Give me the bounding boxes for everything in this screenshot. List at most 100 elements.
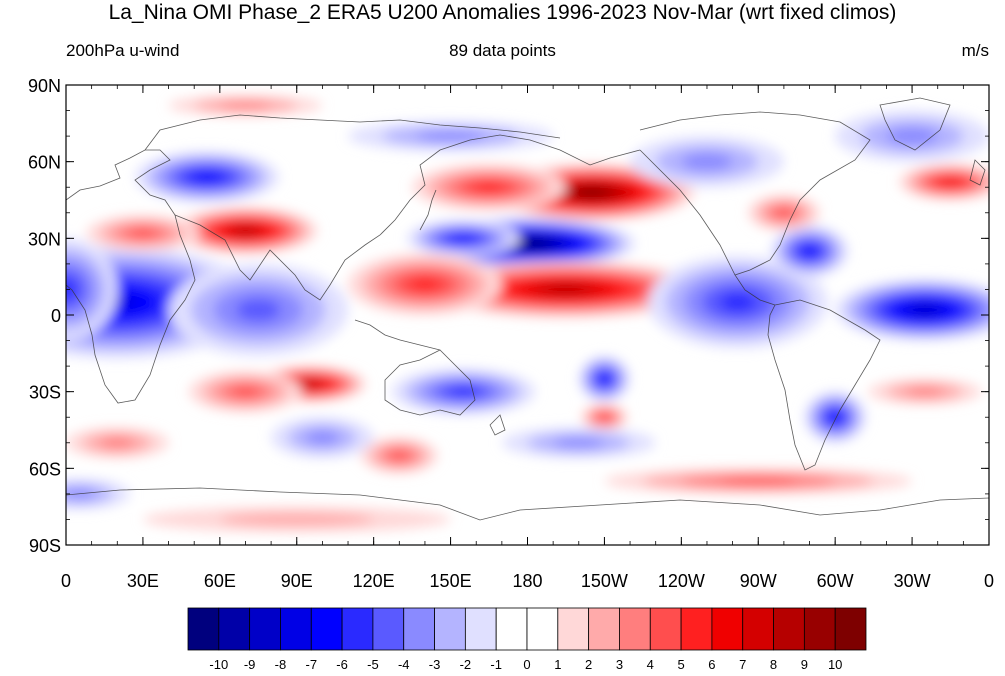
anomaly-center [135,151,279,203]
anomaly-contour [305,430,340,445]
anomaly-center [86,215,200,252]
colorbar-swatch [526,607,559,651]
lon-tick-label: 30E [127,571,159,591]
colorbar: -10 -9 -8 -7 -6 -5 -4 -3 -2 -1 0 1 2 3 4 5 6 7 8 9 10 [187,607,867,672]
colorbar-swatch [403,607,435,651]
colorbar-swatch [280,607,312,651]
lat-tick-label: 90S [29,536,61,556]
colorbar-label: -9 [244,657,256,672]
plot-title: La_Nina OMI Phase_2 ERA5 U200 Anomalies … [108,1,897,24]
anomaly-center [348,120,554,152]
colorbar-label: 5 [677,657,684,672]
lon-tick-label: 60W [817,571,854,591]
colorbar-swatch [588,607,620,651]
colorbar-swatch [249,607,281,651]
anomaly-contour [548,285,584,293]
colorbar-label: 4 [647,657,654,672]
anomaly-contour [231,386,260,397]
colorbar-swatch [495,607,528,651]
anomaly-contour [913,306,937,314]
anomaly-contour [600,375,609,383]
colorbar-label: 1 [554,657,561,672]
colorbar-label: -4 [398,657,410,672]
lon-tick-label: 150W [581,571,628,591]
anomaly-center [501,427,656,459]
anomaly-contour [195,172,219,182]
anomaly-center [271,417,374,459]
colorbar-label: -1 [490,657,502,672]
anomaly-center [835,279,989,341]
anomaly-center [835,110,989,162]
anomaly-contour [553,437,605,448]
anomaly-center [391,368,536,415]
anomaly-center [66,427,169,459]
lon-tick-label: 0 [984,571,994,591]
anomaly-contour [906,387,944,396]
anomaly-contour [719,477,797,485]
units-label: m/s [961,41,989,60]
colorbar-swatch [557,607,590,651]
colorbar-label: 10 [828,657,842,672]
anomaly-contour [719,293,756,312]
anomaly-contour [302,381,317,387]
latitude-axis: 90N 60N 30N 0 30S 60S 90S [28,76,989,556]
colorbar-swatch [619,607,651,651]
colorbar-label: -2 [460,657,472,672]
anomaly-center [348,253,502,315]
variable-label: 200hPa u-wind [66,41,180,60]
colorbar-swatch [341,607,374,651]
anomaly-center [747,194,820,231]
anomaly-center [360,437,438,474]
lat-tick-label: 30N [28,229,61,249]
anomaly-contour [100,437,135,448]
anomaly-contour [449,387,478,397]
colorbar-label: -6 [336,657,348,672]
anomaly-contour [235,298,281,322]
colorbar-swatch [187,607,220,651]
lon-tick-label: 60E [204,571,236,591]
colorbar-label: 3 [616,657,623,672]
colorbar-label: 9 [801,657,808,672]
lon-tick-label: 120W [658,571,705,591]
anomaly-contour [681,153,733,171]
colorbar-swatch [680,607,713,651]
longitude-axis: 0 30E 60E 90E 120E 150E 180 150W 120W 90W 60W 30W 0 [61,85,994,591]
anomaly-center [168,95,323,116]
lon-tick-label: 90E [281,571,313,591]
coastlines [66,97,989,521]
anomaly-contour [886,127,938,145]
colorbar-label: 7 [739,657,746,672]
lon-tick-label: 90W [740,571,777,591]
anomaly-contour [389,451,409,461]
anomaly-center [899,164,989,200]
anomaly-center [142,506,451,533]
anomaly-contour [409,278,441,291]
colorbar-label: 2 [585,657,592,672]
anomaly-contour [941,179,960,186]
anomaly-contour [517,241,538,246]
colorbar-swatch [649,607,682,651]
anomaly-center [581,404,628,430]
lat-tick-label: 60S [29,459,61,479]
anomaly-center [173,207,318,254]
anomaly-center [771,225,848,277]
colorbar-label: -3 [429,657,441,672]
anomaly-contour [473,182,505,192]
colorbar-swatch [372,607,405,651]
colorbar-label: -7 [305,657,317,672]
lat-tick-label: 60N [28,153,61,173]
anomaly-center [66,238,118,341]
anomaly-center [578,355,631,402]
lon-tick-label: 0 [61,571,71,591]
lon-tick-label: 120E [353,571,395,591]
lat-tick-label: 0 [51,306,61,326]
anomaly-contour [128,228,158,238]
anomaly-center [648,256,828,349]
data-points-label: 89 data points [449,41,556,60]
anomaly-contour [774,208,793,218]
lat-tick-label: 30S [29,383,61,403]
colorbar-swatch [218,607,251,651]
anomaly-center [412,164,566,211]
colorbar-label: 0 [523,657,530,672]
